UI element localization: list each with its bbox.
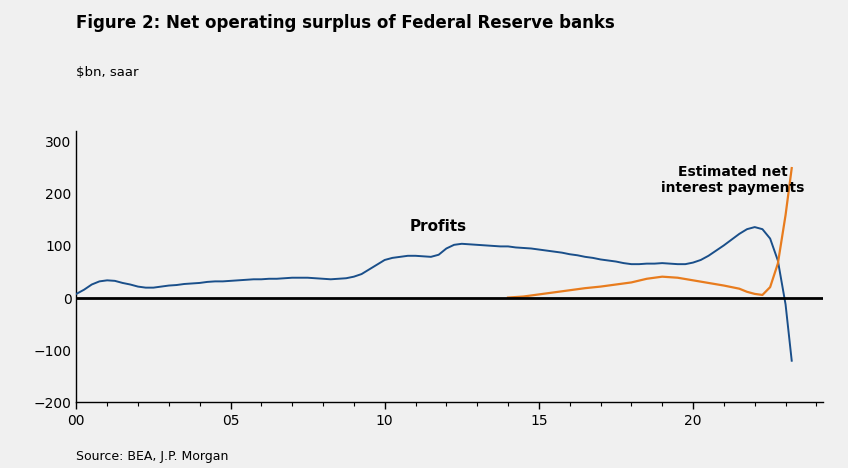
- Text: Estimated net
interest payments: Estimated net interest payments: [661, 165, 805, 195]
- Text: Figure 2: Net operating surplus of Federal Reserve banks: Figure 2: Net operating surplus of Feder…: [76, 14, 615, 32]
- Text: $bn, saar: $bn, saar: [76, 66, 139, 79]
- Text: Source: BEA, J.P. Morgan: Source: BEA, J.P. Morgan: [76, 450, 229, 463]
- Text: Profits: Profits: [410, 219, 466, 234]
